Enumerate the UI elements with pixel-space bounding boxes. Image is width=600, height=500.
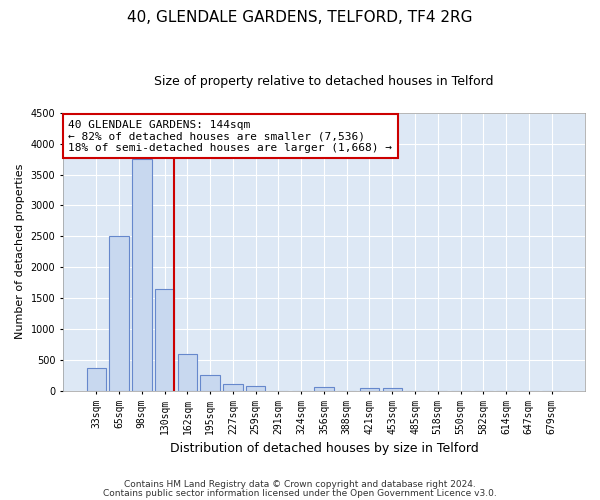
Title: Size of property relative to detached houses in Telford: Size of property relative to detached ho… — [154, 75, 494, 88]
Bar — [155, 289, 175, 391]
X-axis label: Distribution of detached houses by size in Telford: Distribution of detached houses by size … — [170, 442, 478, 455]
Bar — [109, 236, 129, 391]
Y-axis label: Number of detached properties: Number of detached properties — [15, 164, 25, 340]
Bar — [178, 354, 197, 391]
Bar — [383, 388, 402, 391]
Bar — [314, 387, 334, 391]
Bar — [223, 384, 242, 391]
Text: 40, GLENDALE GARDENS, TELFORD, TF4 2RG: 40, GLENDALE GARDENS, TELFORD, TF4 2RG — [127, 10, 473, 25]
Text: Contains HM Land Registry data © Crown copyright and database right 2024.: Contains HM Land Registry data © Crown c… — [124, 480, 476, 489]
Bar — [132, 159, 152, 391]
Bar — [246, 386, 265, 391]
Bar — [360, 388, 379, 391]
Bar — [200, 376, 220, 391]
Text: Contains public sector information licensed under the Open Government Licence v3: Contains public sector information licen… — [103, 489, 497, 498]
Bar — [86, 368, 106, 391]
Text: 40 GLENDALE GARDENS: 144sqm
← 82% of detached houses are smaller (7,536)
18% of : 40 GLENDALE GARDENS: 144sqm ← 82% of det… — [68, 120, 392, 153]
